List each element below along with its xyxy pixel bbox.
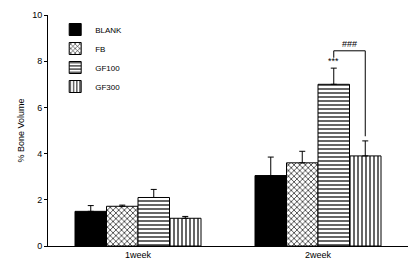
svg-text:0: 0 [37,241,42,251]
svg-text:***: *** [328,56,339,66]
svg-text:1week: 1week [125,250,152,260]
svg-text:###: ### [342,39,357,49]
svg-text:GF300: GF300 [95,83,120,92]
svg-text:GF100: GF100 [95,64,120,73]
svg-text:8: 8 [37,56,42,66]
svg-text:2: 2 [37,195,42,205]
svg-text:6: 6 [37,103,42,113]
svg-text:% Bone Volume: % Bone Volume [16,98,26,162]
svg-text:2week: 2week [305,250,332,260]
svg-text:4: 4 [37,149,42,159]
svg-text:FB: FB [95,45,105,54]
svg-text:BLANK: BLANK [95,26,122,35]
svg-text:10: 10 [32,10,42,20]
